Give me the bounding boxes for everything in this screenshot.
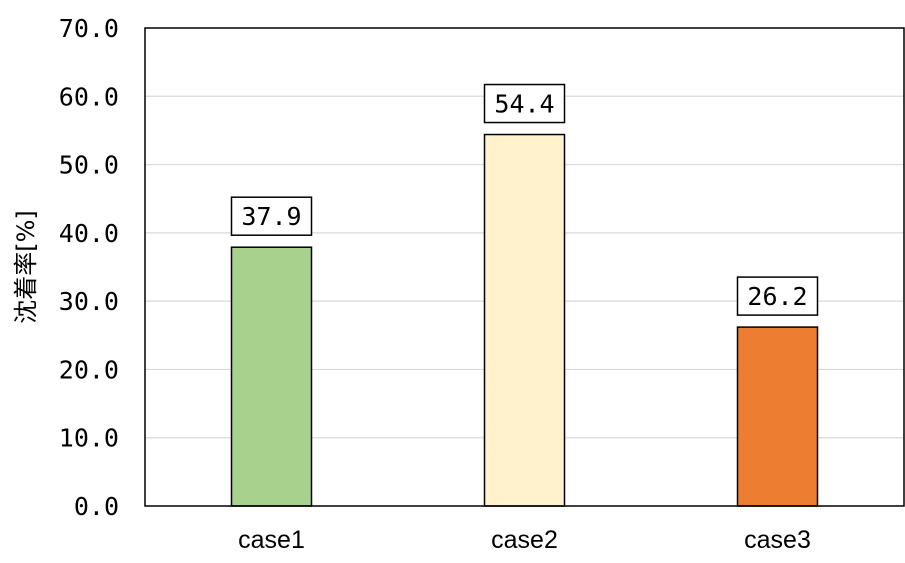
bar-case3 [736, 326, 819, 507]
y-tick-label: 50.0 [59, 151, 119, 180]
data-label-case3: 26.2 [736, 276, 819, 316]
x-axis-ticks: case1 case2 case3 [238, 526, 811, 554]
data-label-box [483, 83, 566, 124]
x-tick-label: case2 [491, 526, 558, 554]
y-tick-label: 60.0 [59, 82, 119, 111]
plot-area-frame [144, 27, 905, 507]
y-tick-label: 20.0 [59, 355, 119, 384]
bar-case1 [230, 246, 313, 507]
data-label-box [230, 196, 313, 236]
data-label-box [736, 276, 819, 316]
y-axis-label: 沈着率[%] [12, 210, 40, 324]
y-tick-label: 10.0 [59, 424, 119, 453]
y-tick-label: 30.0 [59, 287, 119, 316]
y-tick-label: 70.0 [59, 14, 119, 43]
x-tick-label: case3 [744, 526, 811, 554]
data-label-text: 54.4 [494, 90, 554, 119]
data-label-case2: 54.4 [483, 83, 566, 124]
bar-case2 [483, 133, 566, 507]
data-labels: 37.9 54.4 26.2 [230, 83, 819, 316]
y-tick-label: 40.0 [59, 219, 119, 248]
y-axis-ticks: 0.0 10.0 20.0 30.0 40.0 50.0 60.0 70.0 [59, 14, 119, 521]
x-tick-label: case1 [238, 526, 305, 554]
y-tick-label: 0.0 [74, 492, 119, 521]
data-label-text: 37.9 [241, 202, 301, 231]
data-label-case1: 37.9 [230, 196, 313, 236]
bars [230, 133, 819, 507]
data-label-text: 26.2 [747, 282, 807, 311]
